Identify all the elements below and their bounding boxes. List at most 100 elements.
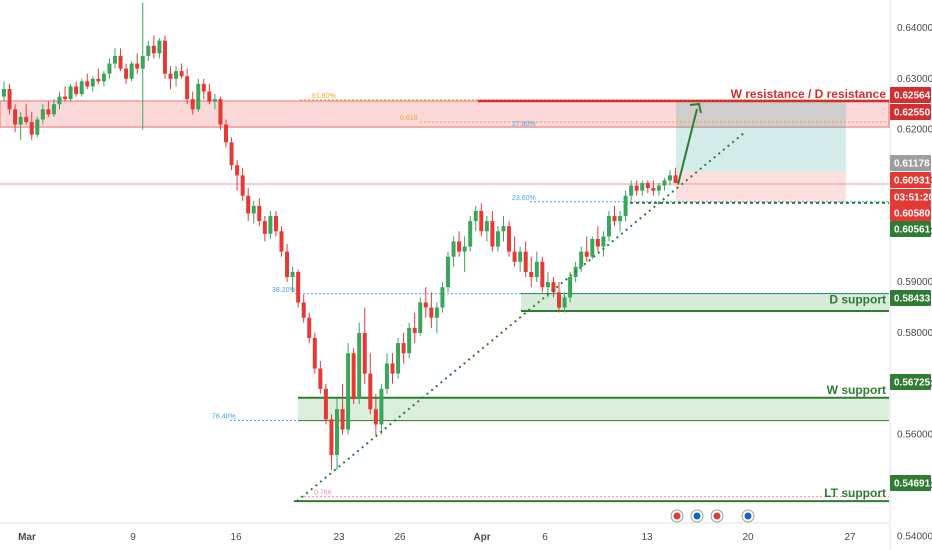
time-tick-label: 23 (333, 532, 345, 543)
candle-body (351, 353, 356, 400)
candle-body (468, 221, 473, 247)
candle-body (35, 119, 40, 135)
candle-body (224, 124, 228, 143)
candle-body (18, 116, 23, 125)
time-tick-label: 20 (742, 532, 754, 543)
fib-786-top-label: 27.80% (512, 121, 536, 128)
candle-body (651, 188, 656, 191)
candle-body (329, 419, 334, 455)
candle-body (246, 195, 251, 214)
time-tick-label: Apr (473, 532, 490, 543)
candle-body (207, 91, 212, 102)
candle-body (179, 71, 184, 77)
candle-body (151, 45, 156, 54)
event-flag-icon (690, 509, 704, 523)
candle-body (146, 45, 151, 56)
time-tick-label: 9 (130, 532, 136, 543)
fib-764-label: 76.40% (212, 413, 236, 420)
candle-body (46, 109, 51, 115)
candle-body (412, 327, 417, 333)
candle-body (656, 185, 661, 191)
w-resistance-zone (0, 100, 890, 128)
candle-body (534, 261, 539, 278)
candle-body (262, 221, 267, 234)
candle-body (612, 216, 617, 222)
price-tag-label: 0.54691 (894, 479, 931, 490)
price-tag-bg (890, 172, 931, 188)
price-tag-bg (890, 290, 931, 306)
candle-body (429, 307, 434, 318)
candle-body (379, 388, 384, 425)
stop-zone (676, 171, 846, 203)
candle-body (673, 175, 678, 183)
candle-body (257, 205, 262, 222)
price-tag: 03:51:20 (890, 189, 932, 205)
candle-body (518, 251, 523, 262)
candle-body (323, 388, 328, 420)
price-tag-bg (890, 87, 931, 103)
candle-body (606, 216, 611, 237)
candle-body (479, 210, 484, 232)
candle-body (557, 292, 561, 308)
candle-body (384, 363, 389, 389)
candle-body (273, 216, 278, 232)
candle-body (629, 185, 634, 196)
price-tag-label: 03:51:20 (894, 193, 932, 204)
candle-body (407, 327, 412, 354)
fib-236-label: 23.60% (512, 195, 536, 202)
candle-body (340, 409, 345, 430)
candle-body (174, 71, 179, 79)
candle-body (290, 271, 295, 278)
price-tag: 0.56725 (890, 374, 931, 390)
candle-body (390, 363, 395, 374)
candle-body (68, 86, 73, 100)
candle-body (640, 182, 645, 191)
candle-body (113, 55, 117, 64)
candle-body (57, 96, 62, 105)
price-tag-label: 0.62564 (894, 91, 931, 102)
w-support-label: W support (827, 383, 886, 397)
candle-body (279, 231, 284, 252)
candle-body (590, 238, 595, 257)
price-tag-bg (890, 205, 931, 221)
candle-body (129, 63, 134, 79)
price-tag-label: 0.60931 (894, 176, 931, 187)
fib-786-label: 0.786 (314, 490, 332, 497)
price-tick-label: 0.58000 (897, 328, 932, 339)
time-tick-label: 27 (844, 532, 856, 543)
candle-body (579, 251, 584, 267)
candle-body (212, 99, 217, 102)
candle-body (634, 185, 639, 191)
candle-body (362, 332, 367, 374)
candle-body (251, 205, 256, 214)
candle-body (268, 216, 273, 234)
candle-body (185, 76, 190, 100)
price-tag-label: 0.61178 (894, 159, 930, 170)
candle-body (285, 251, 290, 278)
price-tag: 0.62564 (890, 87, 931, 103)
event-flag-dot (673, 512, 681, 520)
candle-body (74, 86, 79, 95)
candle-body (13, 109, 18, 125)
candle-body (135, 63, 140, 69)
price-tick-label: 0.56000 (897, 430, 932, 441)
candle-body (346, 353, 351, 430)
time-tick-label: 6 (542, 532, 548, 543)
trendline (296, 131, 746, 502)
candle-body (124, 68, 129, 79)
candle-body (568, 277, 573, 298)
price-tag-bg (890, 374, 931, 390)
candle-body (529, 271, 534, 278)
candle-body (118, 55, 123, 69)
price-tag-bg (890, 104, 931, 120)
candle-body (312, 338, 317, 369)
candle-body (562, 297, 567, 308)
w-resistance-label: W resistance / D resistance (731, 87, 887, 101)
candle-body (501, 226, 506, 232)
price-tag: 0.60561 (890, 221, 931, 237)
candle-body (545, 282, 550, 288)
candle-body (229, 142, 234, 166)
price-tag: 0.60931 (890, 172, 931, 188)
